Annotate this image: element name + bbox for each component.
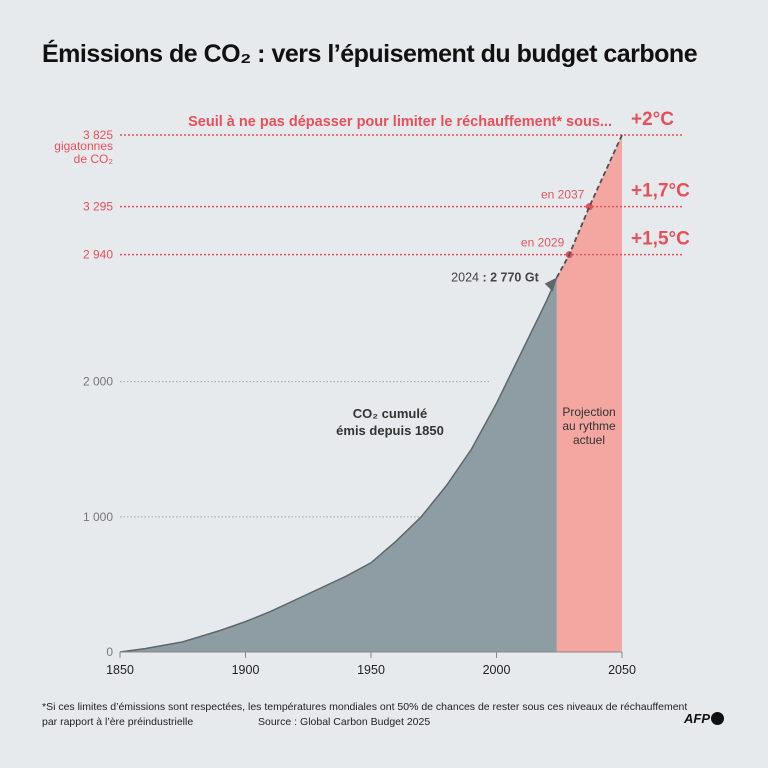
annotation-2024: 2024 : 2 770 Gt <box>451 271 539 285</box>
threshold-temp-label: +1,5°C <box>631 229 690 250</box>
chart-title: Émissions de CO₂ : vers l’épuisement du … <box>42 40 698 68</box>
threshold-temp-label: +1,7°C <box>631 181 690 202</box>
historical-label: CO₂ cumulé <box>353 406 427 421</box>
y-tick-label: 2 000 <box>83 375 113 389</box>
y-tick-label: 1 000 <box>83 510 113 524</box>
x-tick-label: 1900 <box>232 663 260 677</box>
projection-area <box>556 135 622 652</box>
threshold-header: Seuil à ne pas dépasser pour limiter le … <box>188 114 612 130</box>
threshold-point <box>585 203 593 211</box>
x-tick-label: 2050 <box>608 663 636 677</box>
y-unit-label-2: de CO₂ <box>74 152 114 166</box>
historical-area <box>120 277 557 652</box>
y-unit-label: gigatonnes <box>54 139 113 153</box>
threshold-temp-label: +2°C <box>631 109 674 130</box>
y-tick-label: 0 <box>106 645 113 659</box>
projection-label: actuel <box>573 433 605 447</box>
footnote-line2: par rapport à l’ère préindustrielle <box>42 716 194 728</box>
annotation-year: 2024 <box>451 271 482 285</box>
threshold-value-label: 3 295 <box>83 200 113 214</box>
threshold-year-label: en 2037 <box>541 188 585 202</box>
footnote: *Si ces limites d’émissions sont respect… <box>42 701 688 713</box>
x-tick-label: 2000 <box>483 663 511 677</box>
threshold-value-label: 2 940 <box>83 248 113 262</box>
arrow-icon <box>544 277 557 292</box>
projection-line <box>555 134 623 279</box>
historical-line <box>119 277 558 653</box>
x-tick-label: 1850 <box>106 663 134 677</box>
x-tick-label: 1950 <box>357 663 385 677</box>
annotation-value: : 2 770 Gt <box>482 271 539 285</box>
afp-logo: AFP <box>684 711 724 726</box>
historical-label-2: émis depuis 1850 <box>336 423 444 438</box>
threshold-value-label: 3 825 <box>83 128 113 142</box>
source: Source : Global Carbon Budget 2025 <box>258 716 431 728</box>
threshold-year-label: en 2029 <box>521 236 565 250</box>
projection-label: Projection <box>562 405 615 419</box>
projection-label: au rythme <box>562 419 616 433</box>
